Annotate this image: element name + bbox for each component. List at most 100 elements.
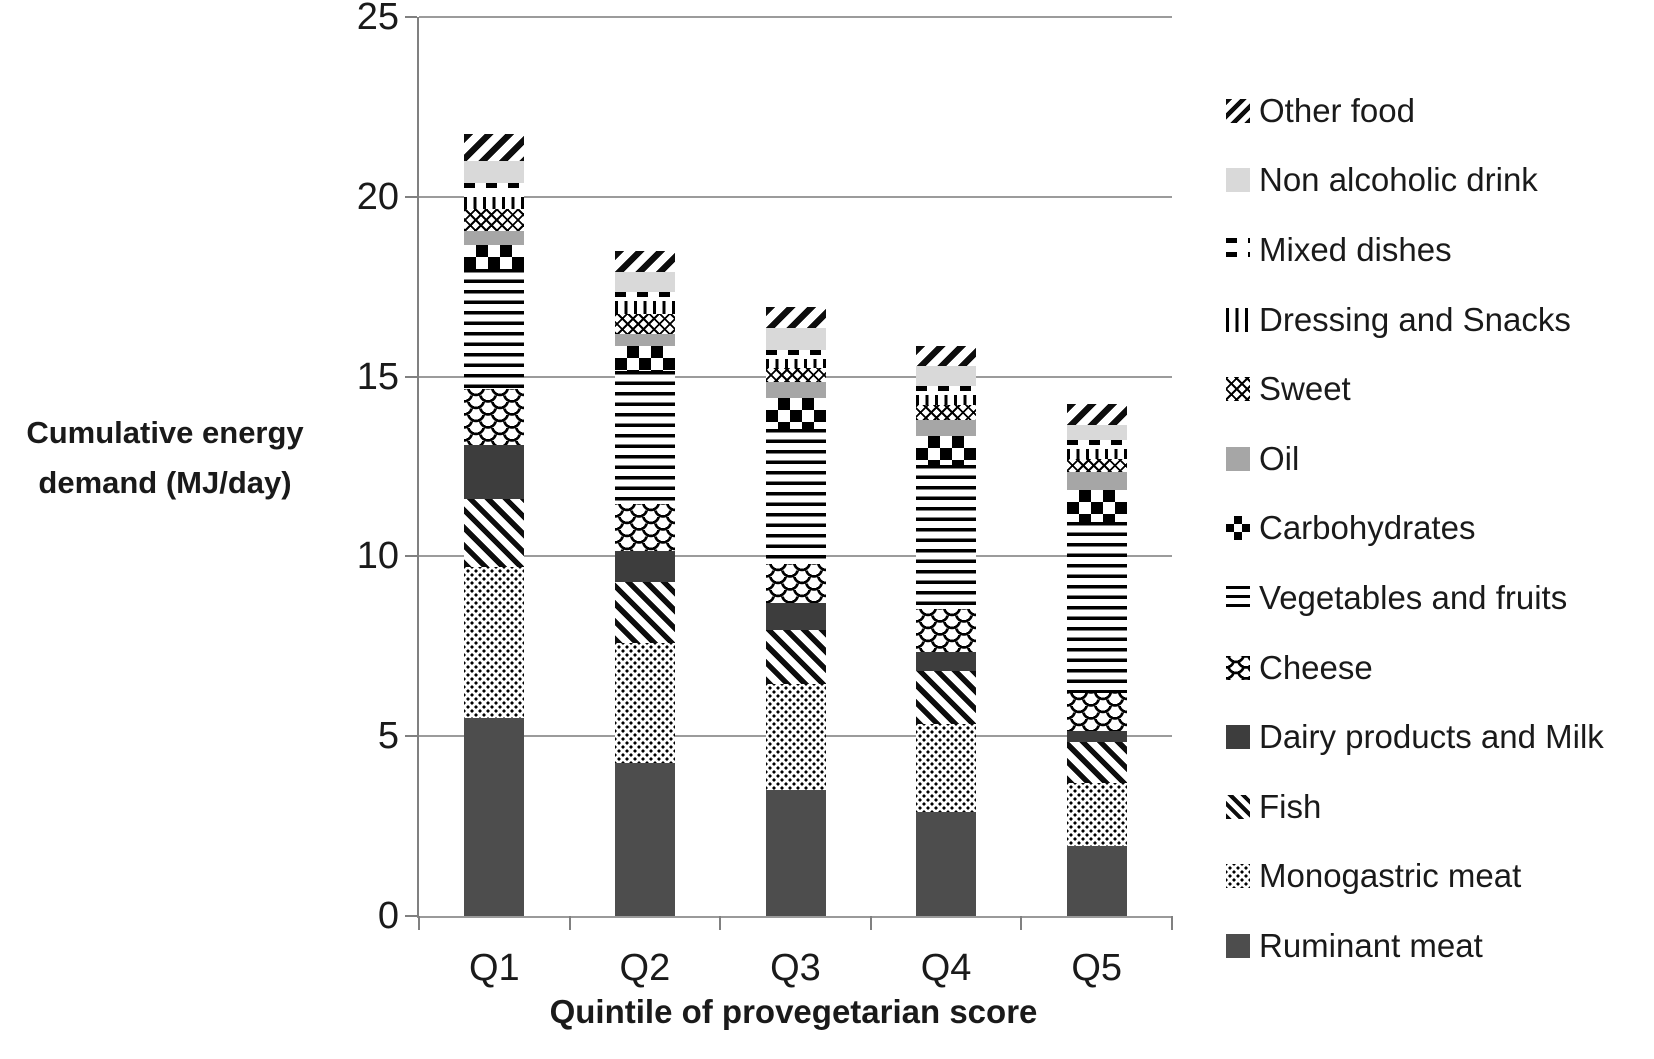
bar-q5-segment-carbohydrates: [1066, 489, 1127, 523]
bar-q1-segment-dressing-and-snacks: [464, 196, 525, 210]
y-tick-label-0: 0: [377, 895, 399, 937]
solid-lightgray-pattern-icon: [1226, 168, 1250, 193]
legend-label-monogastric-meat: Monogastric meat: [1259, 857, 1522, 895]
y-tick-mark-15: [405, 375, 417, 378]
y-tick-label-5: 5: [377, 715, 399, 758]
bar-q4-segment-fish: [916, 671, 977, 724]
legend-item-vegetables-and-fruits: Vegetables and fruits: [1226, 563, 1604, 633]
x-tick-label-q1: Q1: [468, 947, 520, 989]
bar-q2-segment-dressing-and-snacks: [614, 301, 675, 314]
y-tick-mark-25: [405, 16, 417, 18]
bar-q1-segment-cheese: [464, 389, 525, 445]
legend-item-sweet: Sweet: [1226, 354, 1604, 424]
diag-up-pattern-icon: [1226, 98, 1250, 123]
bar-q5-segment-vegetables-and-fruits: [1066, 522, 1127, 694]
legend-item-fish: Fish: [1226, 772, 1604, 842]
legend-label-ruminant-meat: Ruminant meat: [1259, 926, 1483, 964]
dots-pattern-icon: [1226, 864, 1250, 889]
diag-down-pattern-icon: [1226, 794, 1250, 819]
dash-pattern-icon: [1226, 237, 1250, 262]
legend-label-other-food: Other food: [1259, 91, 1415, 129]
bar-q2-segment-mixed-dishes: [614, 292, 675, 302]
vlines-pattern-icon: [1226, 307, 1250, 332]
bar-q1-segment-mixed-dishes: [464, 182, 525, 197]
bar-q4-segment-dressing-and-snacks: [916, 394, 977, 406]
y-axis-title-line2: demand (MJ/day): [38, 464, 292, 500]
x-tick-mark-0: [418, 916, 420, 930]
bar-q3-segment-vegetables-and-fruits: [765, 428, 826, 564]
bar-q2-segment-monogastric-meat: [614, 642, 675, 764]
bar-q2-segment-other-food: [614, 250, 675, 273]
legend-label-sweet: Sweet: [1259, 370, 1351, 408]
bar-q1-segment-fish: [464, 498, 525, 568]
legend-item-monogastric-meat: Monogastric meat: [1226, 842, 1604, 912]
bar-q4-segment-carbohydrates: [916, 435, 977, 465]
legend-label-dressing-and-snacks: Dressing and Snacks: [1259, 300, 1571, 338]
bar-q1-segment-carbohydrates: [464, 245, 525, 269]
bar-q5-segment-other-food: [1066, 403, 1127, 426]
bar-q5-segment-dairy-products-and-milk: [1066, 730, 1127, 742]
bar-q5-segment-mixed-dishes: [1066, 439, 1127, 449]
bar-q2-segment-fish: [614, 581, 675, 643]
bar-q3-segment-oil: [765, 382, 826, 399]
bar-q3-segment-dairy-products-and-milk: [765, 603, 826, 631]
legend-item-dressing-and-snacks: Dressing and Snacks: [1226, 285, 1604, 355]
x-tick-label-q2: Q2: [619, 947, 671, 989]
gridline-25: [419, 16, 1172, 18]
legend-item-non-alcoholic-drink: Non alcoholic drink: [1226, 146, 1604, 216]
x-tick-mark-2: [719, 916, 722, 930]
bar-q5: [1066, 403, 1127, 916]
bar-q4: [916, 346, 977, 916]
legend-item-dairy-products-and-milk: Dairy products and Milk: [1226, 702, 1604, 772]
bar-q3-segment-non-alcoholic-drink: [765, 328, 826, 350]
legend-item-ruminant-meat: Ruminant meat: [1226, 911, 1604, 981]
bar-q3-segment-carbohydrates: [765, 398, 826, 429]
bar-q3-segment-dressing-and-snacks: [765, 358, 826, 368]
y-tick-label-10: 10: [356, 535, 399, 578]
y-tick-mark-20: [405, 195, 417, 198]
bar-q1-segment-monogastric-meat: [464, 567, 525, 719]
bar-q3-segment-monogastric-meat: [765, 684, 826, 791]
legend-label-oil: Oil: [1259, 439, 1300, 477]
bar-q5-segment-cheese: [1066, 693, 1127, 731]
bar-q3-segment-fish: [765, 630, 826, 685]
bar-q4-segment-vegetables-and-fruits: [916, 464, 977, 609]
bar-q2-segment-cheese: [614, 504, 675, 552]
legend-item-carbohydrates: Carbohydrates: [1226, 494, 1604, 564]
y-tick-mark-0: [405, 915, 417, 917]
bar-q3-segment-mixed-dishes: [765, 349, 826, 359]
bar-q2-segment-carbohydrates: [614, 346, 675, 372]
legend-label-vegetables-and-fruits: Vegetables and fruits: [1259, 578, 1568, 616]
legend-item-other-food: Other food: [1226, 76, 1604, 146]
bar-q1-segment-other-food: [464, 133, 525, 161]
solid-midgray-pattern-icon: [1226, 446, 1250, 471]
bar-q1-segment-oil: [464, 231, 525, 246]
x-tick-label-q4: Q4: [920, 947, 972, 989]
bar-q1-segment-non-alcoholic-drink: [464, 160, 525, 183]
bar-q3: [765, 306, 826, 916]
bar-q3-segment-sweet: [765, 367, 826, 383]
bar-q3-segment-ruminant-meat: [765, 790, 826, 916]
legend-label-non-alcoholic-drink: Non alcoholic drink: [1259, 161, 1538, 199]
bar-q2-segment-non-alcoholic-drink: [614, 272, 675, 293]
x-tick-label-q5: Q5: [1071, 947, 1123, 989]
y-tick-mark-5: [405, 735, 417, 738]
x-tick-label-q3: Q3: [770, 947, 821, 989]
y-tick-label-15: 15: [356, 355, 399, 398]
bar-q2-segment-vegetables-and-fruits: [614, 371, 675, 505]
bar-q1: [464, 133, 525, 916]
bar-q3-segment-other-food: [765, 306, 826, 329]
x-tick-mark-3: [869, 916, 872, 930]
checker-pattern-icon: [1226, 516, 1250, 541]
legend-item-mixed-dishes: Mixed dishes: [1226, 215, 1604, 285]
scales-pattern-icon: [1226, 655, 1250, 680]
bar-q5-segment-dressing-and-snacks: [1066, 448, 1127, 460]
bar-q5-segment-oil: [1066, 471, 1127, 490]
bar-q5-segment-sweet: [1066, 459, 1127, 472]
bar-q2-segment-oil: [614, 333, 675, 347]
y-tick-label-20: 20: [356, 175, 399, 218]
bar-q4-segment-monogastric-meat: [916, 723, 977, 812]
bar-q4-segment-oil: [916, 419, 977, 436]
bar-q2-segment-sweet: [614, 313, 675, 334]
